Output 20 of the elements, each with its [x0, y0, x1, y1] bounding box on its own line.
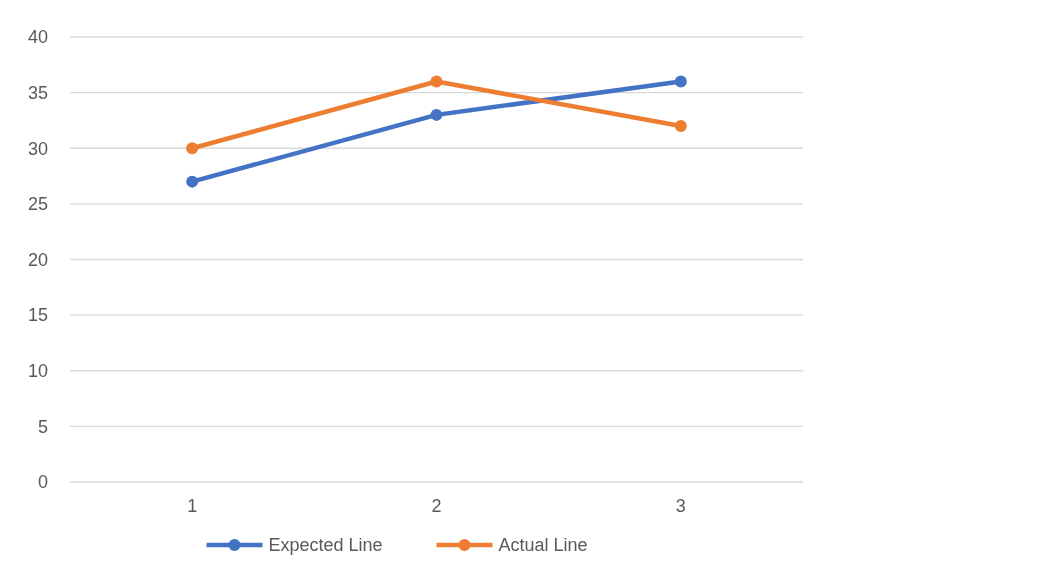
y-tick-label: 40 — [27, 27, 48, 48]
y-tick-label: 5 — [37, 416, 48, 437]
point — [186, 175, 199, 188]
y-tick-label: 25 — [27, 194, 48, 215]
point — [186, 142, 199, 155]
legend-label: Actual Line — [498, 535, 588, 556]
y-tick-label: 0 — [37, 472, 48, 493]
point — [430, 108, 443, 121]
y-tick-label: 35 — [27, 82, 48, 103]
point — [674, 75, 687, 88]
x-tick-label: 2 — [431, 496, 442, 516]
x-tick-label: 3 — [675, 496, 686, 516]
x-tick-label: 1 — [187, 496, 198, 516]
point — [674, 120, 687, 132]
point — [430, 75, 443, 88]
legend-label: Expected Line — [268, 535, 383, 556]
y-tick-label: 30 — [27, 138, 48, 159]
y-tick-label: 20 — [27, 249, 48, 270]
y-tick-label: 15 — [27, 305, 48, 326]
y-tick-label: 10 — [27, 361, 48, 382]
